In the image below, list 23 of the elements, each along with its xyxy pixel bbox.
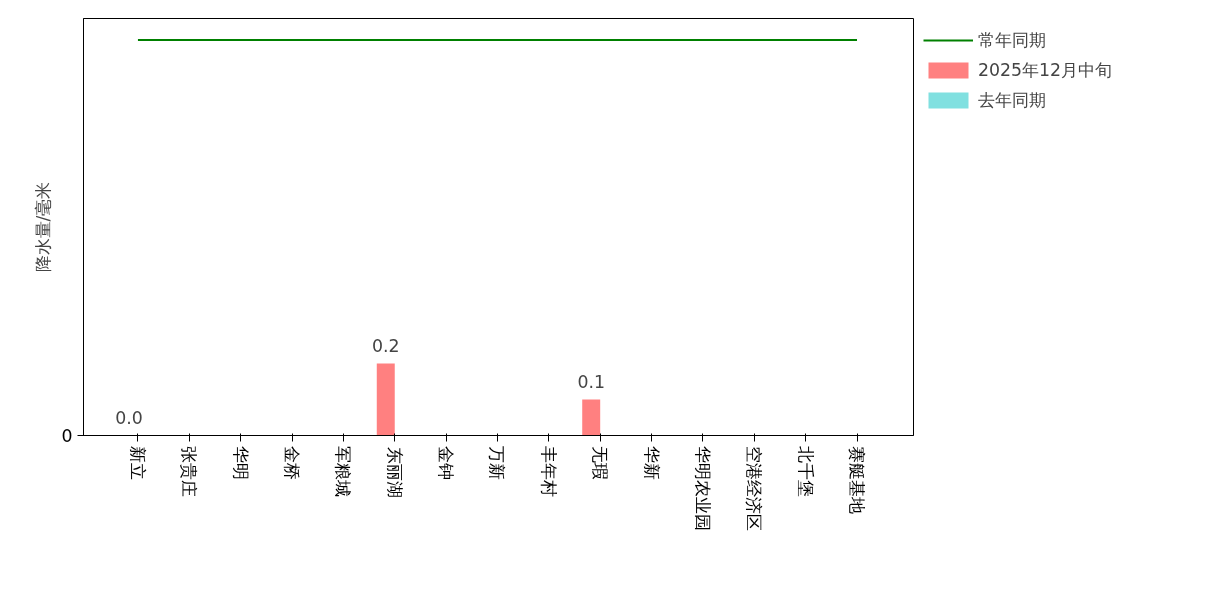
- text: 0: [61, 426, 73, 446]
- x-tick-label: 空港经济区: [744, 446, 765, 532]
- x-tick-label: 张贵庄: [179, 446, 200, 498]
- x-tick-label: 金钟: [436, 446, 457, 481]
- x-tick-label: 北千堡: [795, 446, 816, 498]
- x-tick-label: 华明农业园: [692, 446, 713, 532]
- x-tick-label: 新立: [127, 446, 148, 481]
- x-tick-label: 金桥: [282, 446, 303, 481]
- legend-label: 常年同期: [978, 29, 1046, 52]
- x-tick-label: 赛艇基地: [847, 446, 867, 515]
- x-tick-label: 华明: [230, 446, 251, 481]
- data-label: 0.0: [115, 407, 143, 428]
- x-tick-label: 华新: [641, 446, 662, 481]
- x-tick-label: 万新: [487, 446, 508, 481]
- data-label: 0.1: [577, 371, 605, 392]
- y-axis-title: 降水量/毫米: [33, 181, 54, 273]
- legend-label: 去年同期: [978, 89, 1046, 112]
- x-tick-label: 军粮城: [333, 446, 354, 498]
- x-tick-label: 丰年村: [538, 446, 559, 498]
- data-label: 0.2: [371, 335, 400, 356]
- x-tick-label: 东丽湖: [384, 446, 405, 498]
- legend-label: 2025年12月中旬: [978, 59, 1113, 82]
- x-tick-label: 无瑕: [590, 446, 611, 481]
